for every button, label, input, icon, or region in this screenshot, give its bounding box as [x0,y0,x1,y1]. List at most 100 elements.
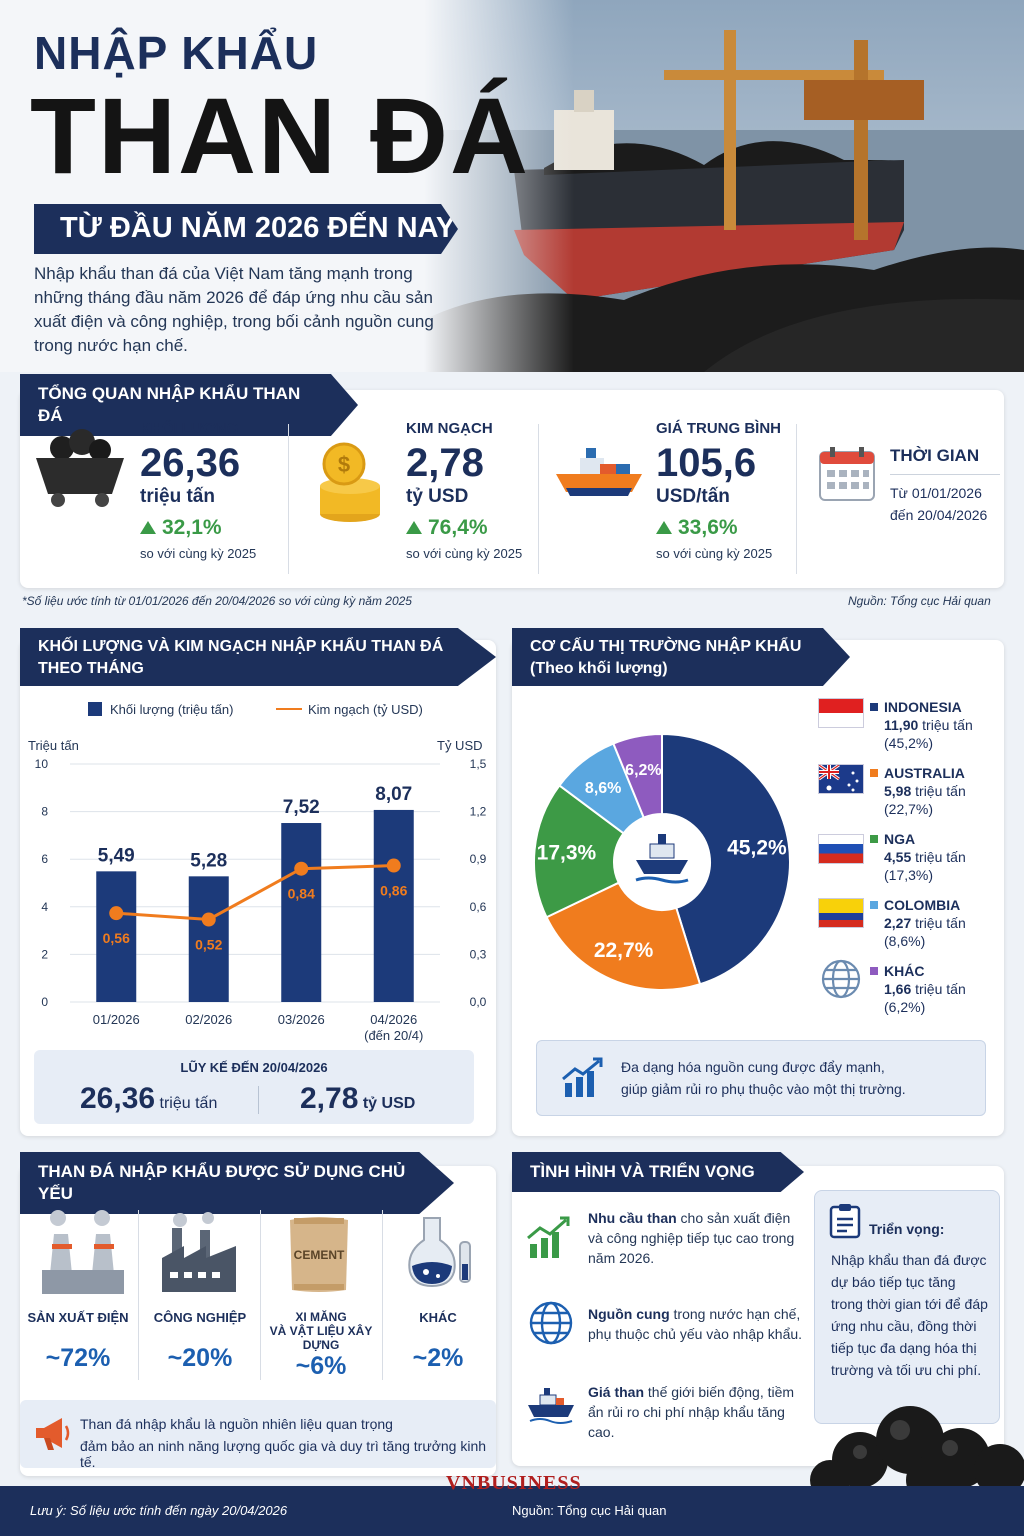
megaphone-icon [32,1416,72,1457]
legend-swatch [870,769,878,777]
ship-icon [554,444,644,509]
usage-item-power: SẢN XUẤT ĐIỆN ~72% [22,1300,134,1373]
kpi-volume-value: 26,36 [140,441,241,485]
outlook-demand-text: cho sản xuất điện và công nghiệp tiếp tụ… [588,1210,795,1266]
y-tick-label: 4 [41,900,48,914]
flag-indonesia [818,698,864,728]
bar [281,823,322,1002]
divider [138,1210,139,1380]
legend-bar-swatch [88,702,102,716]
outlook-title: TÌNH HÌNH VÀ TRIỂN VỌNG [512,1152,804,1192]
market-item-name: COLOMBIA [870,896,966,914]
line-point [201,912,216,927]
ship-cabin [649,843,675,859]
power-plant-icon [40,1210,126,1301]
legend-line-label: Kim ngạch (tỷ USD) [308,702,423,717]
kpi-price-label: GIÁ TRUNG BÌNH [656,420,781,437]
outlook-price-bold: Giá than [588,1384,645,1400]
donut-slice-label: 8,6% [585,780,621,797]
kpi-price-change-text: 33,6% [678,516,738,539]
y-right-label: Tỷ USD [437,738,483,753]
y-tick-label: 8 [41,805,48,819]
bar [96,871,137,1002]
bar [373,809,414,1002]
market-item-name: KHÁC [870,962,966,980]
usage-note-line1: Than đá nhập khẩu là nguồn nhiên liệu qu… [80,1416,393,1432]
usage-title: THAN ĐÁ NHẬP KHẨU ĐƯỢC SỬ DỤNG CHỦ YẾU [20,1152,454,1214]
overview-title: TỔNG QUAN NHẬP KHẨU THAN ĐÁ [20,374,358,436]
kpi-volume-change: 32,1% [140,516,256,540]
y2-tick-label: 0,6 [470,900,487,914]
line-point [294,861,309,876]
outlook-item-supply: Nguồn cung trong nước hạn chế, phụ thuộc… [588,1304,803,1344]
coal-cart-icon [32,428,128,517]
globe-icon [528,1300,574,1351]
ship-icon [526,1386,576,1431]
divider [796,424,797,574]
market-item-share: (45,2%) [884,735,934,751]
market-note-box: Đa dạng hóa nguồn cung được đẩy mạnh, gi… [536,1040,986,1116]
outlook-price-text: thế giới biến động, tiềm ẩn rủi ro chi p… [588,1384,795,1440]
usage-industry-label: CÔNG NGHIỆP [153,1310,247,1325]
market-item-name: INDONESIA [870,698,973,716]
trend-up-icon [526,1214,574,1265]
market-title: CƠ CẤU THỊ TRƯỜNG NHẬP KHẨU (Theo khối l… [512,628,850,686]
kpi-value-change: 76,4% [406,516,522,540]
donut-slice-label: 22,7% [594,939,654,962]
market-item-name: NGA [870,830,966,848]
kpi-volume-change-text: 32,1% [162,516,222,539]
cumulative-label: LŨY KẾ ĐẾN 20/04/2026 [180,1060,328,1075]
subtitle-banner: TỪ ĐẦU NĂM 2026 ĐẾN NAY [34,204,458,254]
market-item-amount: 2,27 triệu tấn [884,915,966,931]
market-item-colombia: COLOMBIA 2,27 triệu tấn (8,6%) [870,896,966,950]
line-point [386,858,401,873]
kpi-value-label: KIM NGẠCH [406,420,493,437]
y2-tick-label: 1,5 [470,757,487,771]
kpi-price-compare: so với cùng kỳ 2025 [656,546,773,561]
coal-port-photo [424,0,1024,372]
cumulative-volume-value: 26,36 [80,1082,156,1115]
ship-funnel [658,834,666,844]
forecast-box: Triển vọng: Nhập khẩu than đá được dự bá… [814,1190,1000,1424]
divider [260,1210,261,1380]
market-item-share: (17,3%) [884,867,934,883]
cement-bag-label: CEMENT [293,1248,345,1262]
cumulative-volume-unit: triệu tấn [159,1095,218,1112]
market-note-line2: giúp giảm rủi ro phụ thuộc vào một thị t… [621,1081,906,1097]
bar-value-label: 7,52 [283,797,320,818]
usage-item-other: KHÁC ~2% [382,1300,494,1373]
market-item-amount: 4,55 triệu tấn [884,849,966,865]
footer [0,1486,1024,1536]
usage-other-percent: ~2% [412,1344,464,1372]
kpi-time: THỜI GIAN Từ 01/01/2026 đến 20/04/2026 [890,446,1000,523]
up-arrow-icon [140,521,156,534]
usage-power-label: SẢN XUẤT ĐIỆN [27,1310,129,1325]
legend-value: Kim ngạch (tỷ USD) [276,702,423,717]
donut-slice-label: 45,2% [727,837,787,860]
kpi-value-change-text: 76,4% [428,516,488,539]
x-tick-label: (đến 20/4) [364,1028,423,1043]
market-item-name: AUSTRALIA [870,764,966,782]
value-line [116,864,394,922]
usage-industry-percent: ~20% [167,1344,233,1372]
donut-slice [661,732,791,986]
usage-cement-label: XI MĂNG VÀ VẬT LIỆU XÂY DỰNG [258,1310,384,1352]
outlook-supply-text: trong nước hạn chế, phụ thuộc chủ yếu và… [588,1306,803,1342]
kpi-time-to: đến 20/04/2026 [890,507,988,523]
kpi-volume-compare: so với cùng kỳ 2025 [140,546,257,561]
usage-item-cement: XI MĂNG VÀ VẬT LIỆU XÂY DỰNG ~6% [258,1300,384,1381]
market-note-line1: Đa dạng hóa nguồn cung được đẩy mạnh, [621,1059,885,1075]
kpi-value: KIM NGẠCH 2,78 tỷ USD 76,4% so với cùng … [406,420,522,561]
usage-note-line2: đảm bảo an ninh năng lượng quốc gia và d… [80,1438,487,1470]
x-tick-label: 01/2026 [93,1012,140,1027]
y2-tick-label: 1,2 [470,805,487,819]
calendar-icon [818,446,876,507]
title-line1: NHẬP KHẨU [34,27,319,79]
factory-icon [158,1212,240,1299]
line-value-label: 0,86 [380,883,407,899]
kpi-value-unit: tỷ USD [406,486,469,507]
up-arrow-icon [656,521,672,534]
usage-item-industry: CÔNG NGHIỆP ~20% [144,1300,256,1373]
market-item-nga: NGA 4,55 triệu tấn (17,3%) [870,830,966,884]
donut-slice-label: 17,3% [537,842,597,865]
